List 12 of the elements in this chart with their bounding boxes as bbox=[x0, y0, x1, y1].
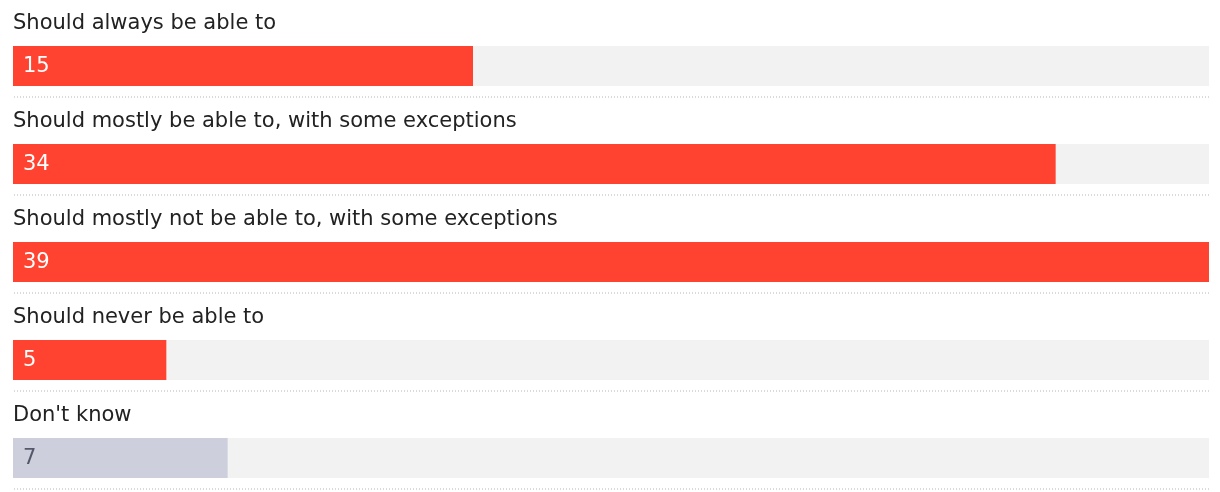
bar bbox=[13, 340, 167, 380]
data-label: 15 bbox=[23, 53, 50, 77]
data-label: 34 bbox=[23, 151, 50, 175]
y-tick-label: Should always be able to bbox=[13, 10, 277, 34]
y-tick-label: Don't know bbox=[13, 402, 132, 426]
bar bbox=[13, 438, 228, 478]
data-label: 39 bbox=[23, 249, 50, 273]
data-label: 5 bbox=[23, 347, 37, 371]
y-tick-label: Should never be able to bbox=[13, 304, 265, 328]
y-tick-label: Should mostly be able to, with some exceptions bbox=[13, 108, 517, 132]
y-tick-label: Should mostly not be able to, with some exceptions bbox=[13, 206, 558, 230]
data-label: 7 bbox=[23, 445, 37, 469]
